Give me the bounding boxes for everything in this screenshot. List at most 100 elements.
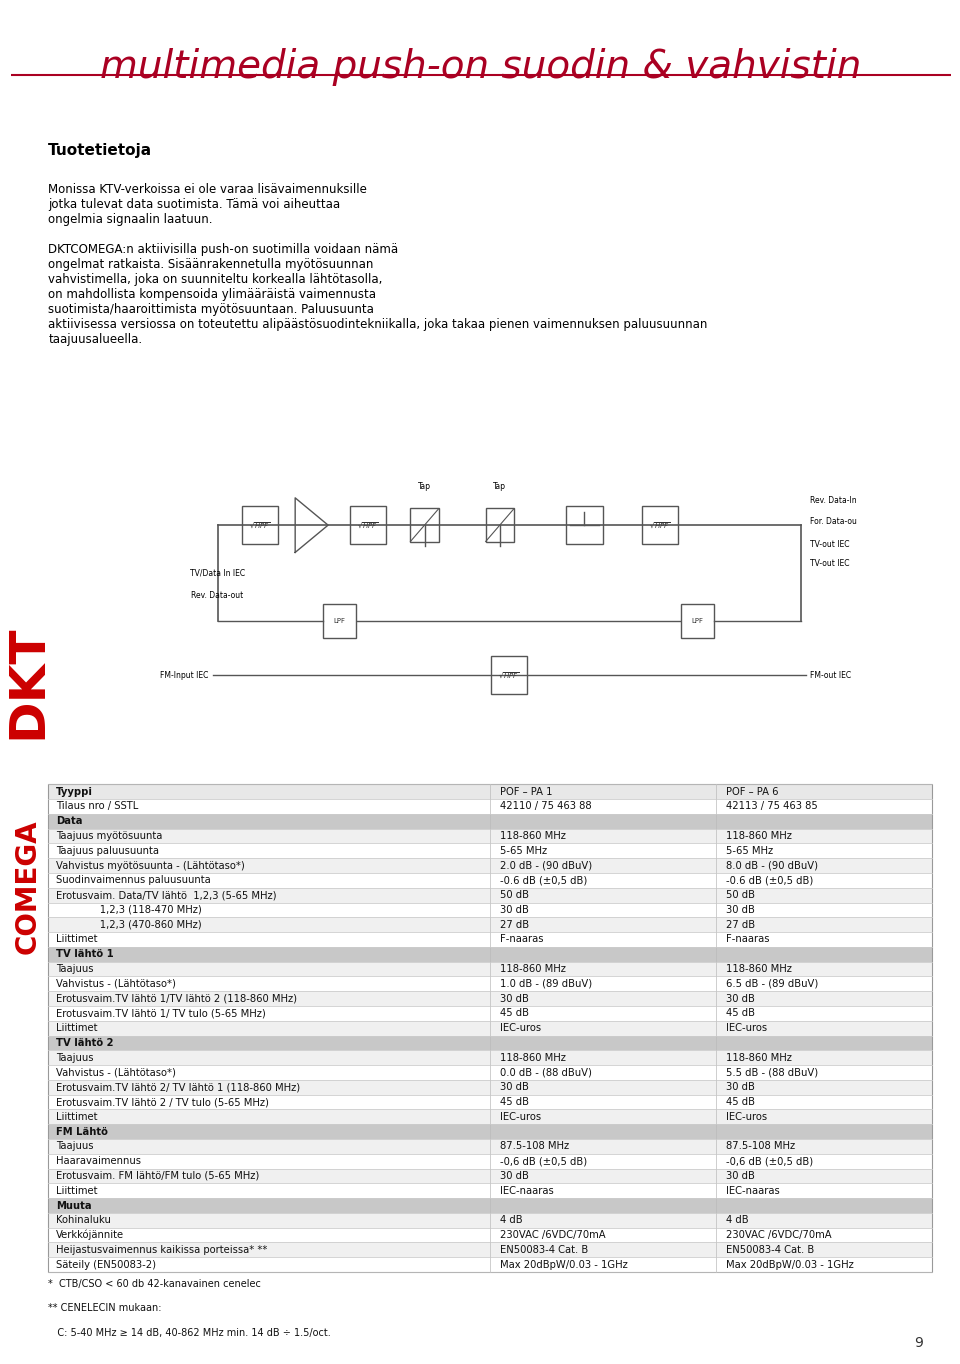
Text: Erotusvaim.TV lähtö 2/ TV lähtö 1 (118-860 MHz): Erotusvaim.TV lähtö 2/ TV lähtö 1 (118-8…	[56, 1082, 300, 1093]
FancyBboxPatch shape	[486, 507, 514, 542]
Bar	[48, 1007, 932, 1020]
Text: Muuta: Muuta	[56, 1200, 91, 1210]
Text: IEC-naaras: IEC-naaras	[726, 1185, 780, 1196]
Text: 45 dB: 45 dB	[726, 1008, 755, 1019]
Text: Tap: Tap	[418, 481, 431, 491]
Text: Taajuus: Taajuus	[56, 1053, 93, 1063]
Text: TV lähtö 1: TV lähtö 1	[56, 949, 113, 959]
Bar	[48, 799, 932, 814]
Text: IEC-naaras: IEC-naaras	[500, 1185, 554, 1196]
Text: EN50083-4 Cat. B: EN50083-4 Cat. B	[726, 1245, 814, 1255]
Text: COMEGA: COMEGA	[13, 820, 41, 953]
Bar	[48, 858, 932, 873]
Text: $\sqrt{HPF}$: $\sqrt{HPF}$	[649, 520, 670, 531]
Text: 1,2,3 (118-470 MHz): 1,2,3 (118-470 MHz)	[56, 904, 202, 915]
Text: 1,2,3 (470-860 MHz): 1,2,3 (470-860 MHz)	[56, 919, 202, 930]
Text: DKT: DKT	[4, 625, 52, 739]
Text: Max 20dBpW/0.03 - 1GHz: Max 20dBpW/0.03 - 1GHz	[726, 1259, 853, 1270]
Text: 118-860 MHz: 118-860 MHz	[500, 831, 565, 842]
Bar	[48, 1228, 932, 1243]
Text: TV-out IEC: TV-out IEC	[810, 540, 850, 548]
Text: 9: 9	[914, 1337, 924, 1350]
Bar	[48, 1258, 932, 1273]
FancyBboxPatch shape	[681, 603, 714, 638]
FancyBboxPatch shape	[350, 506, 386, 544]
Text: Liittimet: Liittimet	[56, 1185, 97, 1196]
Text: 4 dB: 4 dB	[500, 1215, 522, 1225]
Text: Heijastusvaimennus kaikissa porteissa* **: Heijastusvaimennus kaikissa porteissa* *…	[56, 1245, 267, 1255]
Polygon shape	[295, 498, 328, 552]
Text: *  CTB/CSO < 60 db 42-kanavainen cenelec: * CTB/CSO < 60 db 42-kanavainen cenelec	[48, 1279, 261, 1289]
Text: Vahvistus - (Lähtötaso*): Vahvistus - (Lähtötaso*)	[56, 979, 176, 989]
Text: -0,6 dB (±0,5 dB): -0,6 dB (±0,5 dB)	[500, 1157, 587, 1166]
Text: 42110 / 75 463 88: 42110 / 75 463 88	[500, 802, 591, 812]
Bar	[48, 1109, 932, 1124]
Text: 118-860 MHz: 118-860 MHz	[500, 964, 565, 974]
Text: Haaravaimennus: Haaravaimennus	[56, 1157, 141, 1166]
Text: 118-860 MHz: 118-860 MHz	[726, 1053, 791, 1063]
Text: 30 dB: 30 dB	[500, 993, 529, 1004]
Text: Erotusvaim. FM lähtö/FM tulo (5-65 MHz): Erotusvaim. FM lähtö/FM tulo (5-65 MHz)	[56, 1170, 259, 1181]
FancyBboxPatch shape	[324, 603, 356, 638]
Text: 45 dB: 45 dB	[500, 1097, 529, 1108]
Bar	[48, 1198, 932, 1213]
Text: Erotusvaim.TV lähtö 2 / TV tulo (5-65 MHz): Erotusvaim.TV lähtö 2 / TV tulo (5-65 MH…	[56, 1097, 269, 1108]
Text: 45 dB: 45 dB	[726, 1097, 755, 1108]
Text: IEC-uros: IEC-uros	[726, 1023, 767, 1033]
Text: LPF: LPF	[691, 618, 704, 623]
Text: 30 dB: 30 dB	[726, 904, 755, 915]
Bar	[48, 1095, 932, 1109]
Text: Liittimet: Liittimet	[56, 934, 97, 944]
Bar	[48, 977, 932, 992]
Text: Taajuus: Taajuus	[56, 1142, 93, 1151]
Bar	[48, 1243, 932, 1258]
Text: multimedia push-on suodin & vahvistin: multimedia push-on suodin & vahvistin	[100, 48, 862, 86]
Bar	[48, 829, 932, 843]
Text: 8.0 dB - (90 dBuV): 8.0 dB - (90 dBuV)	[726, 861, 818, 870]
Text: DKTCOMEGA:n aktiivisilla push-on suotimilla voidaan nämä
ongelmat ratkaista. Sis: DKTCOMEGA:n aktiivisilla push-on suotimi…	[48, 243, 708, 346]
FancyBboxPatch shape	[565, 506, 603, 544]
Text: 87.5-108 MHz: 87.5-108 MHz	[726, 1142, 795, 1151]
FancyBboxPatch shape	[411, 507, 439, 542]
Bar	[48, 903, 932, 918]
Text: 30 dB: 30 dB	[500, 904, 529, 915]
Bar	[48, 784, 932, 1273]
Text: FM-out IEC: FM-out IEC	[810, 671, 852, 679]
Text: 50 dB: 50 dB	[726, 891, 755, 900]
Bar	[48, 1169, 932, 1184]
Bar	[48, 962, 932, 977]
Text: 27 dB: 27 dB	[500, 919, 529, 930]
Bar	[48, 1050, 932, 1065]
Text: 5-65 MHz: 5-65 MHz	[726, 846, 773, 855]
Text: 118-860 MHz: 118-860 MHz	[726, 964, 791, 974]
Text: 0.0 dB - (88 dBuV): 0.0 dB - (88 dBuV)	[500, 1068, 591, 1078]
Text: Säteily (EN50083-2): Säteily (EN50083-2)	[56, 1259, 156, 1270]
FancyBboxPatch shape	[492, 656, 527, 694]
Text: 50 dB: 50 dB	[500, 891, 529, 900]
Text: 30 dB: 30 dB	[500, 1082, 529, 1093]
Text: 230VAC /6VDC/70mA: 230VAC /6VDC/70mA	[726, 1230, 831, 1240]
Bar	[48, 1139, 932, 1154]
Text: 30 dB: 30 dB	[726, 1082, 755, 1093]
Bar	[48, 1213, 932, 1228]
Text: For. Data-ou: For. Data-ou	[810, 517, 857, 525]
Text: Data: Data	[56, 816, 83, 827]
Text: Vahvistus - (Lähtötaso*): Vahvistus - (Lähtötaso*)	[56, 1068, 176, 1078]
Text: 118-860 MHz: 118-860 MHz	[500, 1053, 565, 1063]
Bar	[48, 947, 932, 962]
Text: Verkkójännite: Verkkójännite	[56, 1230, 124, 1240]
FancyBboxPatch shape	[242, 506, 277, 544]
Bar	[48, 1124, 932, 1139]
Text: FM-Input IEC: FM-Input IEC	[159, 671, 208, 679]
Text: 6.5 dB - (89 dBuV): 6.5 dB - (89 dBuV)	[726, 979, 818, 989]
Text: 27 dB: 27 dB	[726, 919, 755, 930]
Text: TV/Data In IEC: TV/Data In IEC	[190, 569, 245, 578]
Text: 2.0 dB - (90 dBuV): 2.0 dB - (90 dBuV)	[500, 861, 592, 870]
Bar	[48, 1154, 932, 1169]
Text: Rev. Data-In: Rev. Data-In	[810, 496, 857, 505]
Text: Rev. Data-out: Rev. Data-out	[191, 591, 244, 600]
Text: FM Lähtö: FM Lähtö	[56, 1127, 108, 1136]
Text: Vahvistus myötösuunta - (Lähtötaso*): Vahvistus myötösuunta - (Lähtötaso*)	[56, 861, 245, 870]
Text: 230VAC /6VDC/70mA: 230VAC /6VDC/70mA	[500, 1230, 606, 1240]
Text: 5.5 dB - (88 dBuV): 5.5 dB - (88 dBuV)	[726, 1068, 818, 1078]
